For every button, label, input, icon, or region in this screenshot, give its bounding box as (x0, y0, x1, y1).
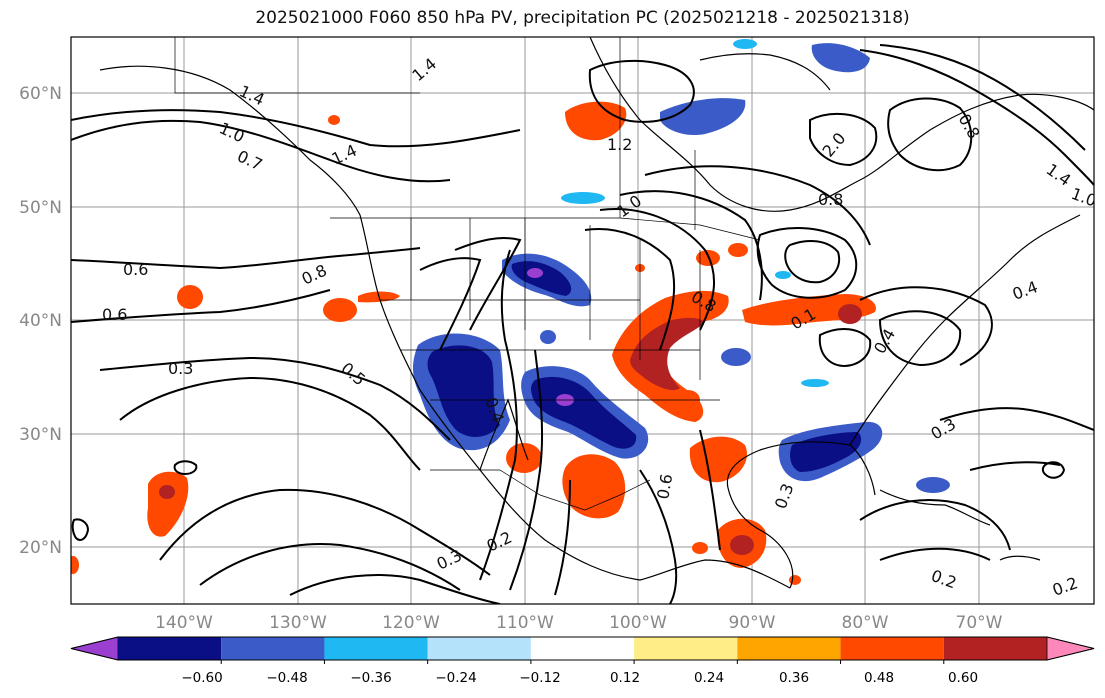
lon-label: 110°W (496, 613, 554, 633)
colorbar-segment (221, 637, 325, 660)
contour-label: 0.6 (653, 472, 676, 500)
colorbar-extend-high (1046, 636, 1095, 661)
colorbar-segment (634, 637, 738, 660)
contour-label: 0.6 (102, 305, 127, 324)
lat-label: 50°N (19, 198, 62, 218)
precip-negative-area (531, 376, 637, 449)
colorbar-segment (530, 637, 635, 660)
precip-negative-area (427, 345, 500, 437)
colorbar-segment (427, 637, 531, 660)
colorbar-tick-label: 0.24 (694, 670, 724, 686)
map-frame (70, 36, 1095, 605)
contour-label: 1.2 (607, 135, 632, 154)
lat-label: 20°N (19, 538, 62, 558)
precip-positive-area (565, 101, 627, 141)
lon-labels: 140°W 130°W 120°W 110°W 100°W 90°W 80°W … (155, 613, 1003, 633)
colorbar-segment (943, 637, 1047, 660)
colorbar-tick-label: 0.12 (610, 670, 640, 686)
borders (174, 37, 761, 511)
lon-label: 120°W (382, 613, 440, 633)
contour-label: 0.3 (168, 359, 193, 378)
contour-label: 0.6 (123, 260, 148, 279)
lat-label: 40°N (19, 311, 62, 331)
pv-contours (71, 44, 1094, 604)
precip-positive-area (612, 290, 729, 422)
lon-label: 70°W (956, 613, 1003, 633)
lon-label: 90°W (729, 613, 776, 633)
colorbar-tick-label: −0.60 (181, 670, 222, 686)
map-title: 2025021000 F060 850 hPa PV, precipitatio… (255, 8, 910, 28)
colorbar-extend-low (70, 636, 119, 661)
lat-label: 60°N (19, 84, 62, 104)
colorbar-tick-label: −0.48 (266, 670, 307, 686)
graticule (71, 37, 1094, 604)
colorbar-tick-label: −0.36 (350, 670, 391, 686)
precip-negative-area (511, 261, 572, 296)
lon-label: 140°W (155, 613, 213, 633)
colorbar-segment (324, 637, 428, 660)
colorbar-tick-label: 0.60 (948, 670, 978, 686)
precip-negative-area (811, 43, 870, 73)
lon-label: 130°W (269, 613, 327, 633)
colorbar-tick-labels: −0.60 −0.48 −0.36 −0.24 −0.12 0.12 0.24 … (181, 670, 978, 686)
precip-negative-area (660, 98, 746, 136)
lon-label: 80°W (842, 613, 889, 633)
colorbar-tick-label: 0.36 (779, 670, 809, 686)
colorbar-tick-label: −0.12 (519, 670, 560, 686)
lon-label: 100°W (609, 613, 667, 633)
colorbar-tick-label: 0.48 (864, 670, 894, 686)
precip-positive-area (630, 317, 705, 391)
colorbar (70, 636, 1095, 664)
colorbar-segment (118, 637, 222, 660)
precip-positive-area (562, 454, 626, 519)
contour-label: 0.8 (818, 190, 843, 209)
colorbar-tick-label: −0.24 (435, 670, 476, 686)
colorbar-segment (840, 637, 944, 660)
precip-positive-area (147, 471, 189, 537)
coastlines (99, 37, 1094, 589)
colorbar-outline (70, 636, 1095, 661)
lat-label: 30°N (19, 425, 62, 445)
lat-labels: 60°N 50°N 40°N 30°N 20°N (19, 84, 62, 558)
colorbar-segment (737, 637, 841, 660)
